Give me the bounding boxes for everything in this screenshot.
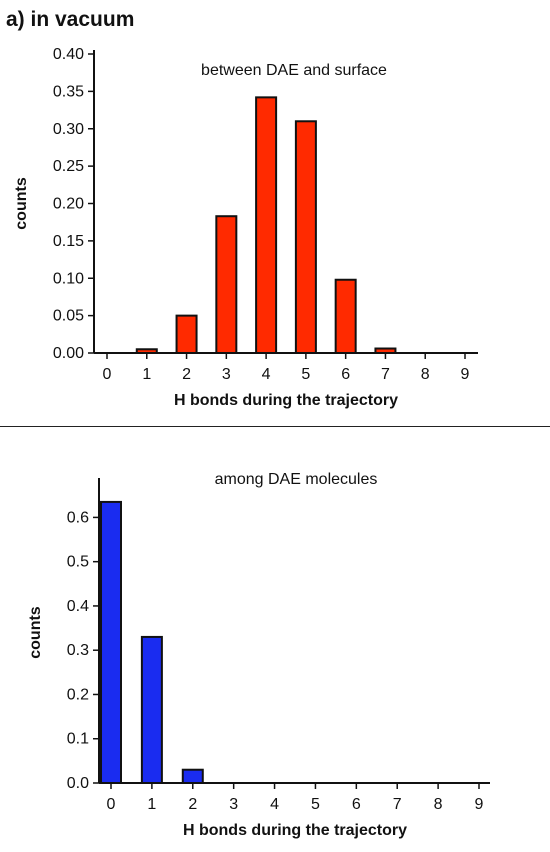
bar-2 [175,314,198,354]
y-tick-label: 0.15 [53,233,84,250]
y-tick-label: 0.4 [67,598,89,615]
chart-among-dae-molecules: 0.0 0.1 0.2 0.3 0.4 0.5 0.6 0 1 2 3 4 5 6 7 8 9 among DAE… [27,471,490,839]
x-tick-label: 8 [434,796,443,813]
bar-1 [140,635,163,784]
y-tick-label: 0.00 [53,345,84,362]
x-axis-title: H bonds during the trajectory [174,392,398,409]
bar-1 [135,348,158,355]
panel-label: a) in vacuum [6,8,135,31]
bar-2 [181,768,204,784]
bar-0 [100,500,122,784]
x-tick-label: 5 [301,366,310,383]
x-tick-label: 4 [270,796,279,813]
y-tick-label: 0.40 [53,46,84,63]
x-tick-label: 9 [475,796,484,813]
x-tick-label: 7 [381,366,390,383]
y-tick-label: 0.25 [53,158,84,175]
x-tick-label: 2 [188,796,197,813]
chart-between-dae-and-surface: 0.00 0.05 0.10 0.15 0.20 0.25 0.30 0.35 0.40 0 1 2 3… [13,46,478,409]
x-tick-label: 6 [352,796,361,813]
y-tick-label: 0.0 [67,775,89,792]
x-tick-label: 4 [262,366,271,383]
y-tick-label: 0.05 [53,308,84,325]
x-tick-label: 3 [222,366,231,383]
x-tick-label: 2 [182,366,191,383]
y-tick-label: 0.1 [67,731,89,748]
y-tick-label: 0.2 [67,686,89,703]
bar-7 [374,347,397,355]
chart-title: between DAE and surface [201,62,387,79]
y-axis-title: counts [13,177,30,230]
y-tick-label: 0.30 [53,121,84,138]
bar-3 [215,215,238,354]
x-tick-label: 5 [311,796,320,813]
y-tick-label: 0.6 [67,509,89,526]
y-tick-label: 0.10 [53,270,84,287]
bar-5 [294,120,317,355]
y-tick-label: 0.35 [53,83,84,100]
x-tick-label: 6 [341,366,350,383]
y-tick-label: 0.20 [53,196,84,213]
x-tick-label: 1 [142,366,151,383]
bar-6 [334,278,357,354]
x-axis-title: H bonds during the trajectory [183,822,407,839]
bar-4 [255,96,278,355]
x-tick-label: 1 [147,796,156,813]
y-tick-label: 0.5 [67,554,89,571]
x-tick-label: 0 [103,366,112,383]
x-tick-label: 8 [421,366,430,383]
x-tick-label: 7 [393,796,402,813]
panel-divider [0,426,550,427]
x-tick-label: 9 [461,366,470,383]
y-tick-label: 0.3 [67,642,89,659]
x-tick-label: 0 [107,796,116,813]
chart-title: among DAE molecules [215,471,378,488]
x-tick-label: 3 [229,796,238,813]
y-axis-title: counts [27,606,44,659]
